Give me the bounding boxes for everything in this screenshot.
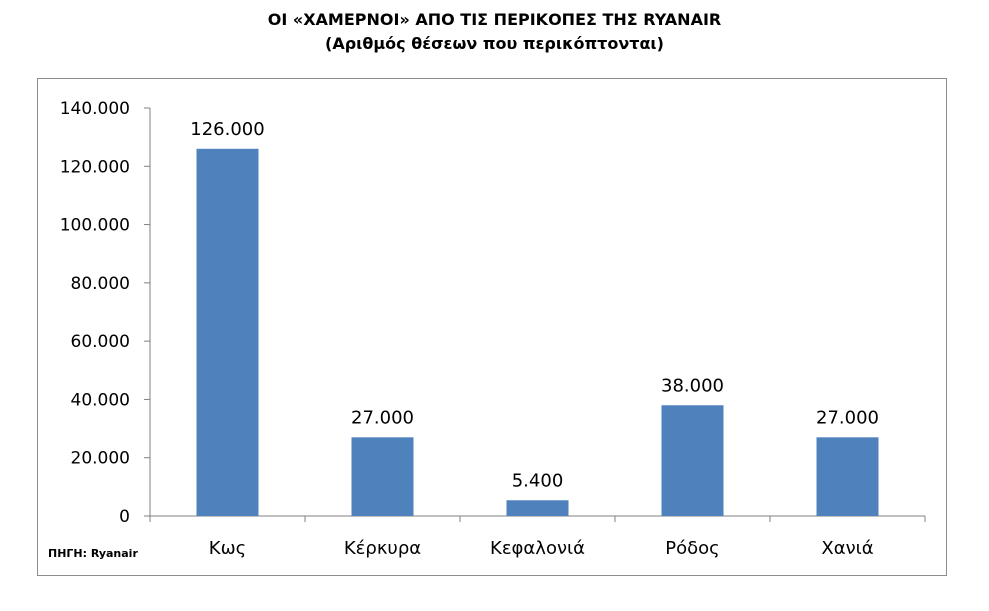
x-axis: Κως Κέρκυρα Κεφαλονιά Ρόδος Χανιά: [149, 515, 926, 559]
source-note: ΠΗΓΗ: Ryanair: [48, 547, 138, 560]
chart-subtitle: (Αριθμός θέσεων που περικόπτονται): [325, 34, 664, 53]
y-tick-label: 100.000: [60, 216, 130, 236]
data-label: 126.000: [190, 119, 264, 140]
x-tick-label: Κέρκυρα: [344, 538, 421, 559]
data-labels: 126.000 27.000 5.400 38.000 27.000: [190, 119, 879, 491]
data-label: 5.400: [512, 470, 564, 491]
y-tick-label: 80.000: [71, 274, 130, 294]
bar-4: [661, 405, 724, 516]
x-tick-label: Κεφαλονιά: [490, 538, 585, 559]
chart-frame: [37, 78, 947, 576]
y-tick-label: 120.000: [60, 157, 130, 177]
y-tick-label: 140.000: [60, 99, 130, 119]
y-axis: 0 20.000 40.000 60.000 80.000 100.000 120.000 1…: [60, 99, 151, 527]
data-label: 27.000: [351, 407, 414, 428]
y-tick-label: 40.000: [71, 390, 130, 410]
bar-3: [506, 500, 569, 516]
bar-2: [351, 437, 414, 516]
bar-1: [196, 148, 259, 517]
x-tick-label: Ρόδος: [665, 538, 719, 559]
data-label: 38.000: [661, 375, 724, 396]
x-tick-label: Κως: [209, 538, 246, 559]
bar-5: [816, 437, 879, 516]
y-tick-label: 60.000: [71, 332, 130, 352]
bars: [196, 148, 879, 517]
data-label: 27.000: [816, 407, 879, 428]
y-tick-label: 20.000: [71, 449, 130, 469]
x-tick-label: Χανιά: [821, 538, 873, 559]
chart-title: ΟΙ «ΧΑΜΕΡΝΟΙ» ΑΠΟ ΤΙΣ ΠΕΡΙΚΟΠΕΣ ΤΗΣ RYAN…: [267, 10, 722, 29]
y-tick-label: 0: [119, 507, 130, 527]
